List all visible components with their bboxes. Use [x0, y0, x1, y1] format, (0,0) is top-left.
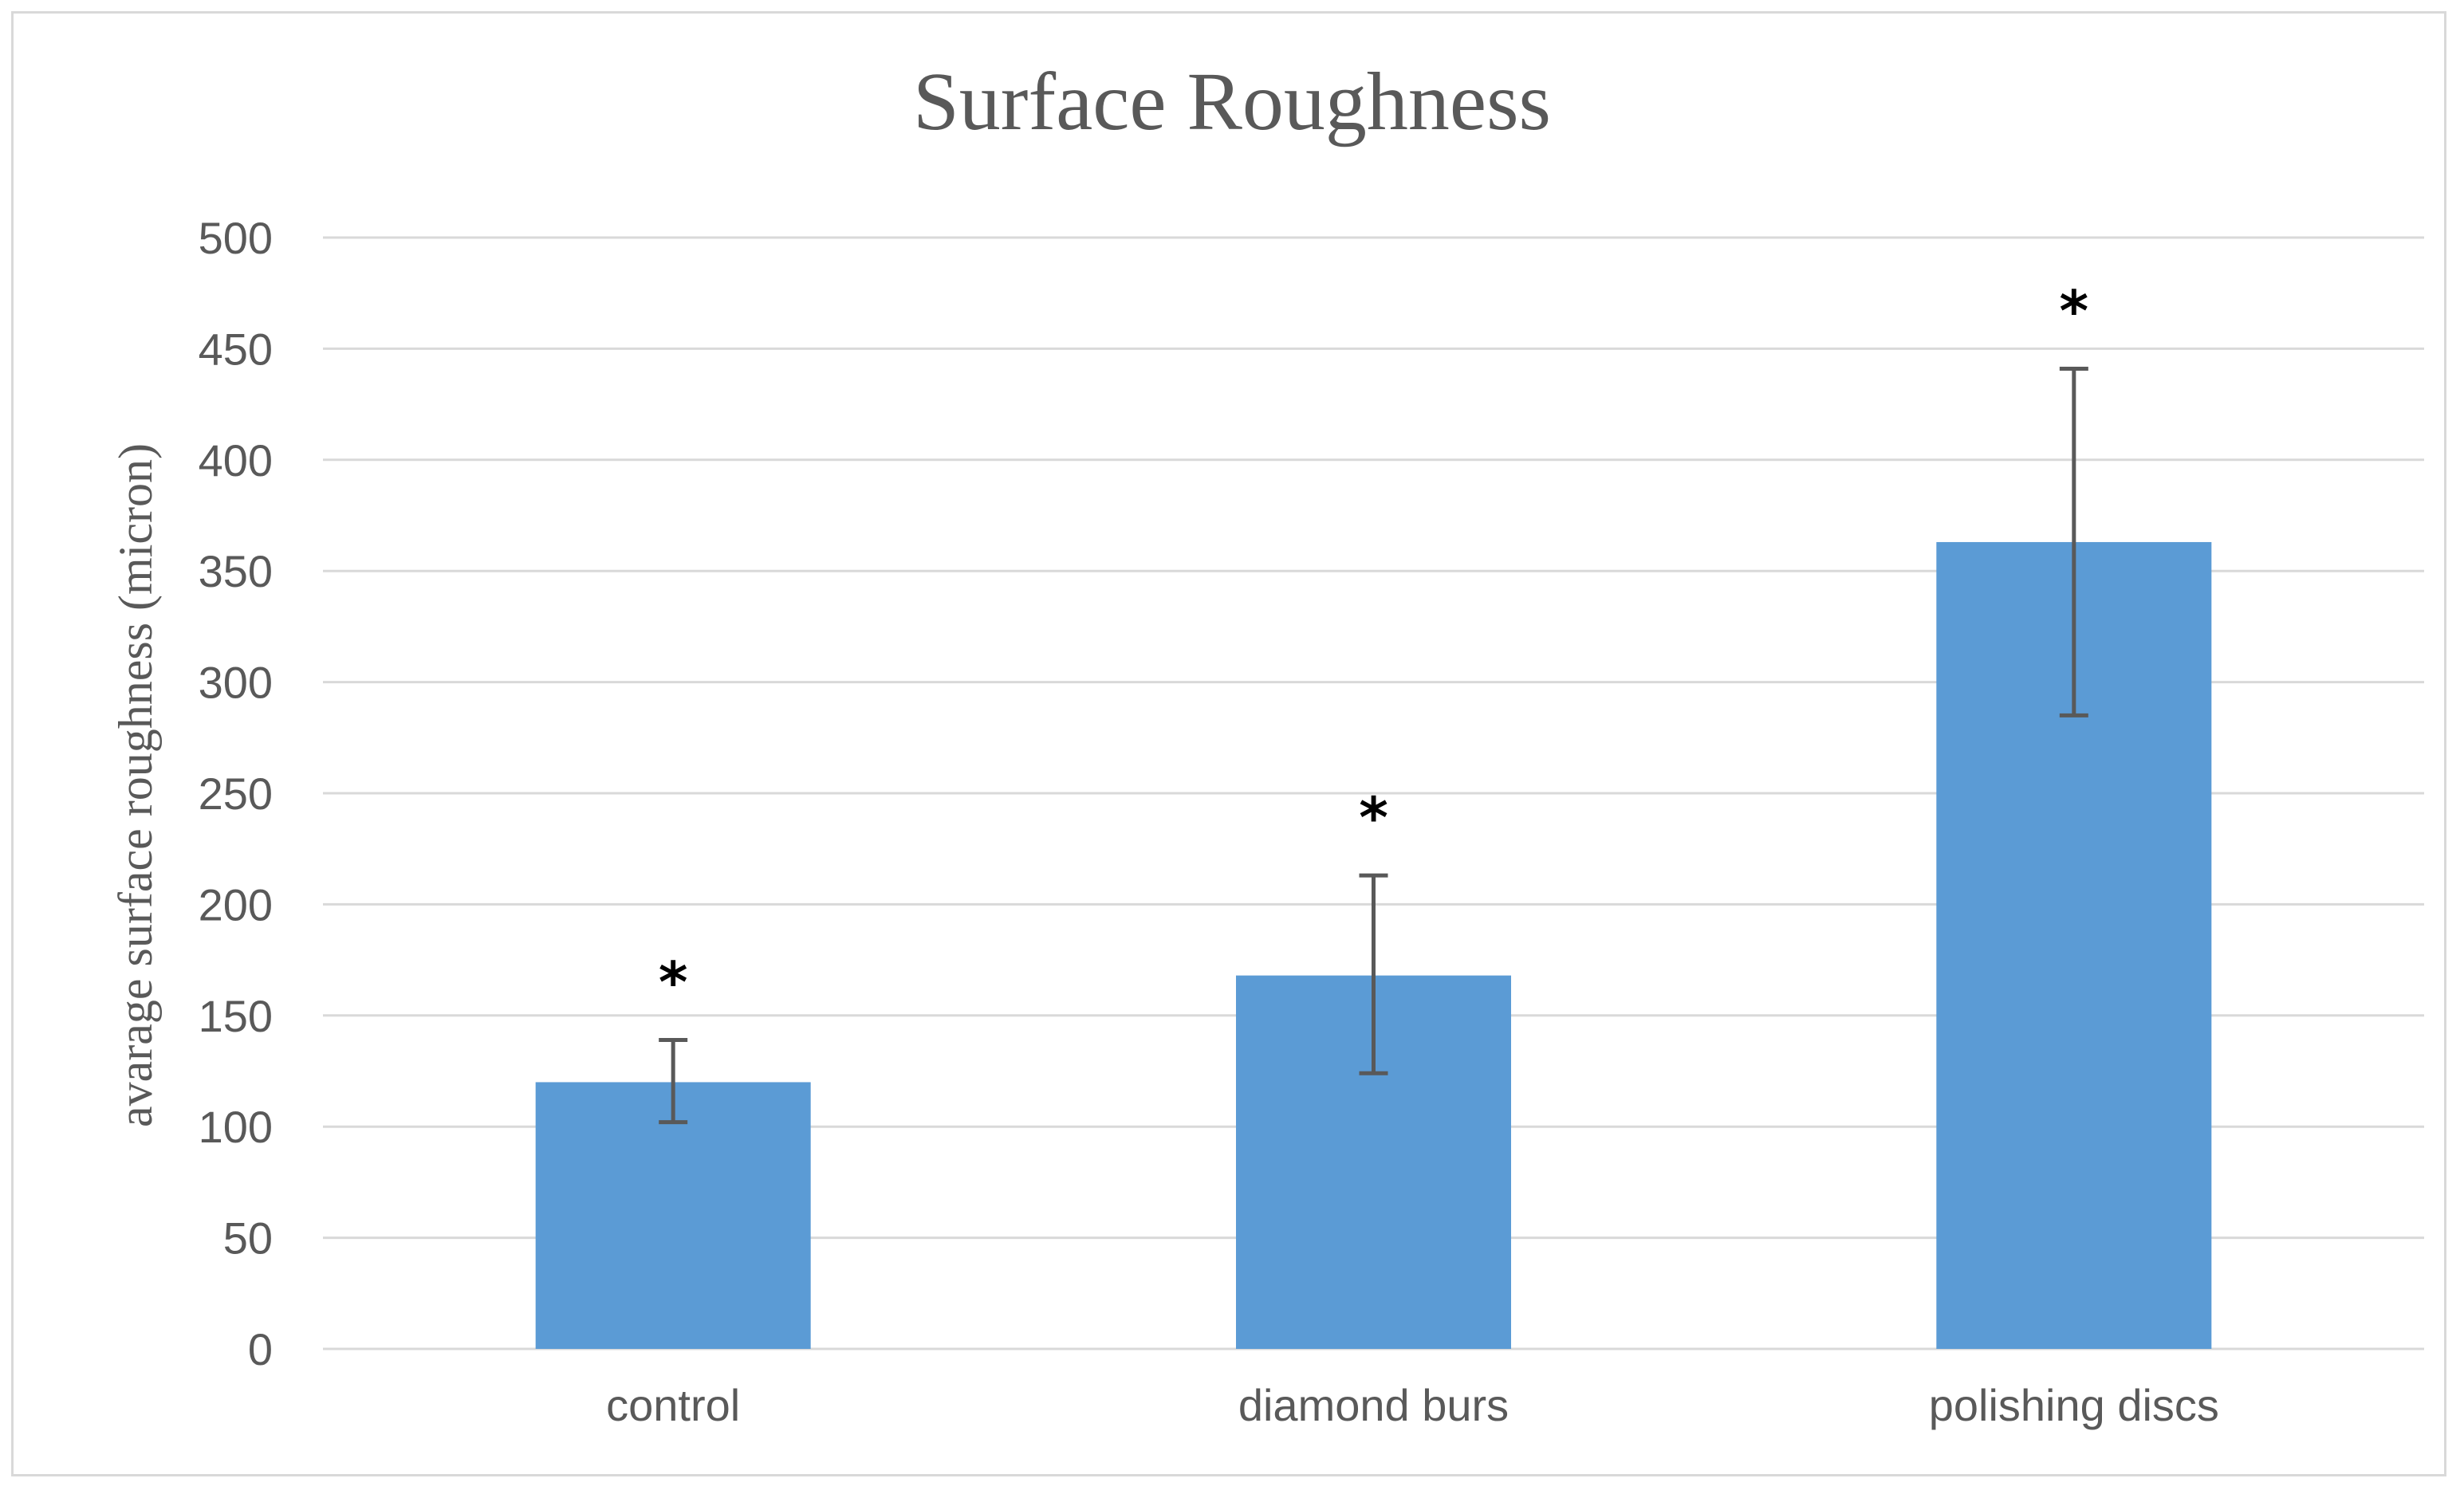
significance-marker-1: * — [1359, 785, 1388, 851]
y-tick-label-350: 350 — [199, 546, 273, 596]
error-bar-0 — [659, 1037, 688, 1125]
y-axis-label: avarage surface roughness (micron) — [109, 443, 162, 1127]
x-category-label-2: polishing discs — [1929, 1380, 2219, 1430]
bar-0 — [535, 1082, 811, 1349]
y-tick-label-200: 200 — [199, 879, 273, 930]
error-bar-1 — [1359, 873, 1388, 1075]
y-tick-label-100: 100 — [199, 1102, 273, 1152]
significance-marker-2: * — [2060, 278, 2089, 344]
chart-title: Surface Roughness — [913, 56, 1551, 147]
significance-marker-0: * — [659, 949, 688, 1015]
y-tick-label-400: 400 — [199, 435, 273, 486]
x-axis-category-labels: control diamond burs polishing discs — [606, 1380, 2219, 1430]
y-tick-label-150: 150 — [199, 991, 273, 1041]
y-tick-label-0: 0 — [248, 1324, 273, 1374]
y-tick-label-450: 450 — [199, 324, 273, 374]
significance-markers: * * * — [659, 278, 2088, 1015]
error-bar-2 — [2059, 366, 2088, 717]
y-axis-tick-labels: 0 50 100 150 200 250 300 350 400 450 500 — [199, 213, 273, 1374]
y-tick-label-300: 300 — [199, 658, 273, 708]
y-tick-label-50: 50 — [223, 1213, 273, 1264]
x-category-label-1: diamond burs — [1238, 1380, 1509, 1430]
y-tick-label-250: 250 — [199, 769, 273, 819]
error-bars — [659, 366, 2088, 1125]
x-category-label-0: control — [606, 1380, 740, 1430]
bars — [535, 541, 2212, 1349]
y-tick-label-500: 500 — [199, 213, 273, 263]
